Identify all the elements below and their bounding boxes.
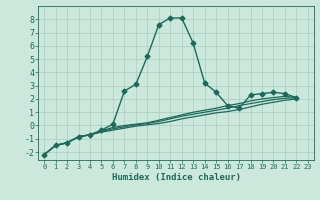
X-axis label: Humidex (Indice chaleur): Humidex (Indice chaleur) [111,173,241,182]
